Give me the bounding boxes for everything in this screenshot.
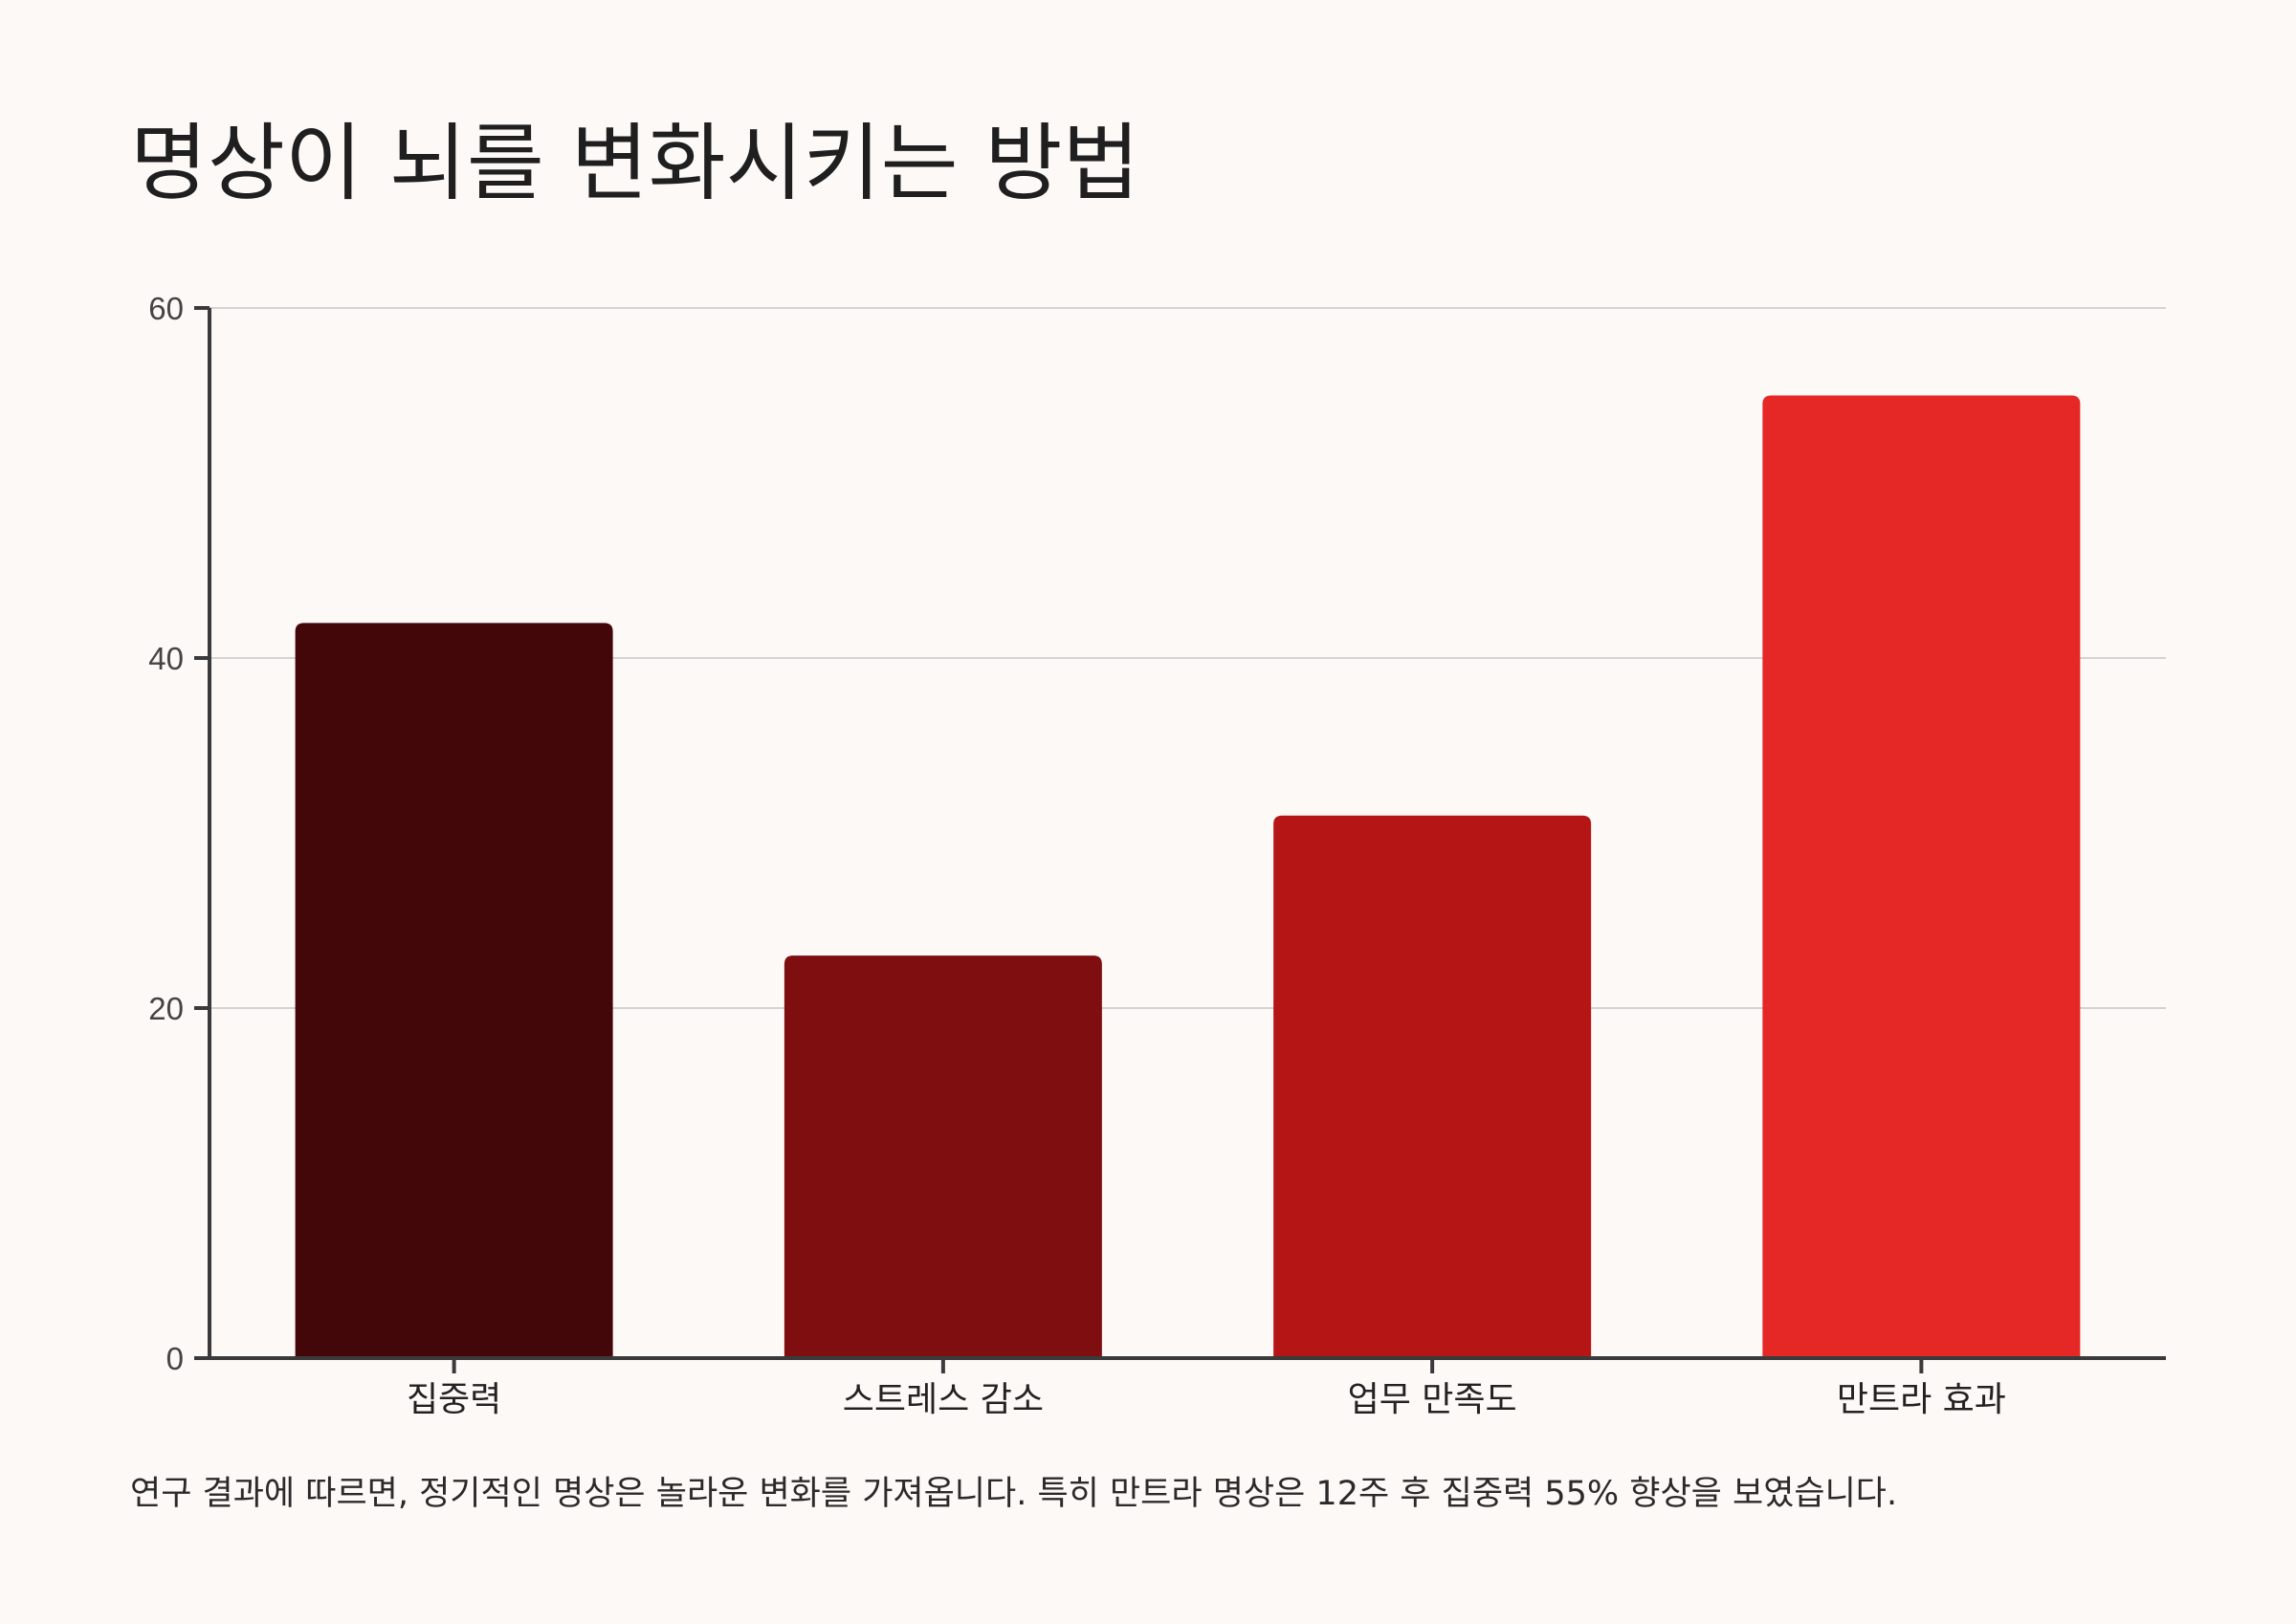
y-tick-label: 40 (148, 641, 184, 676)
bar (295, 623, 613, 1358)
x-tick-label: 만트라 효과 (1837, 1380, 2006, 1419)
bar (1762, 395, 2081, 1358)
y-tick-label: 0 (166, 1341, 184, 1376)
chart-caption: 연구 결과에 따르면, 정기적인 명상은 놀라운 변화를 가져옵니다. 특히 만… (130, 1475, 1898, 1513)
y-tick-label: 60 (148, 291, 184, 326)
chart-title: 명상이 뇌를 변화시키는 방법 (130, 114, 1140, 212)
x-tick-label: 집중력 (407, 1380, 501, 1419)
bar (1273, 815, 1592, 1358)
bar (784, 955, 1102, 1358)
x-tick-label: 업무 만족도 (1348, 1380, 1517, 1419)
y-tick-label: 20 (148, 991, 184, 1026)
x-tick-label: 스트레스 감소 (843, 1380, 1044, 1419)
